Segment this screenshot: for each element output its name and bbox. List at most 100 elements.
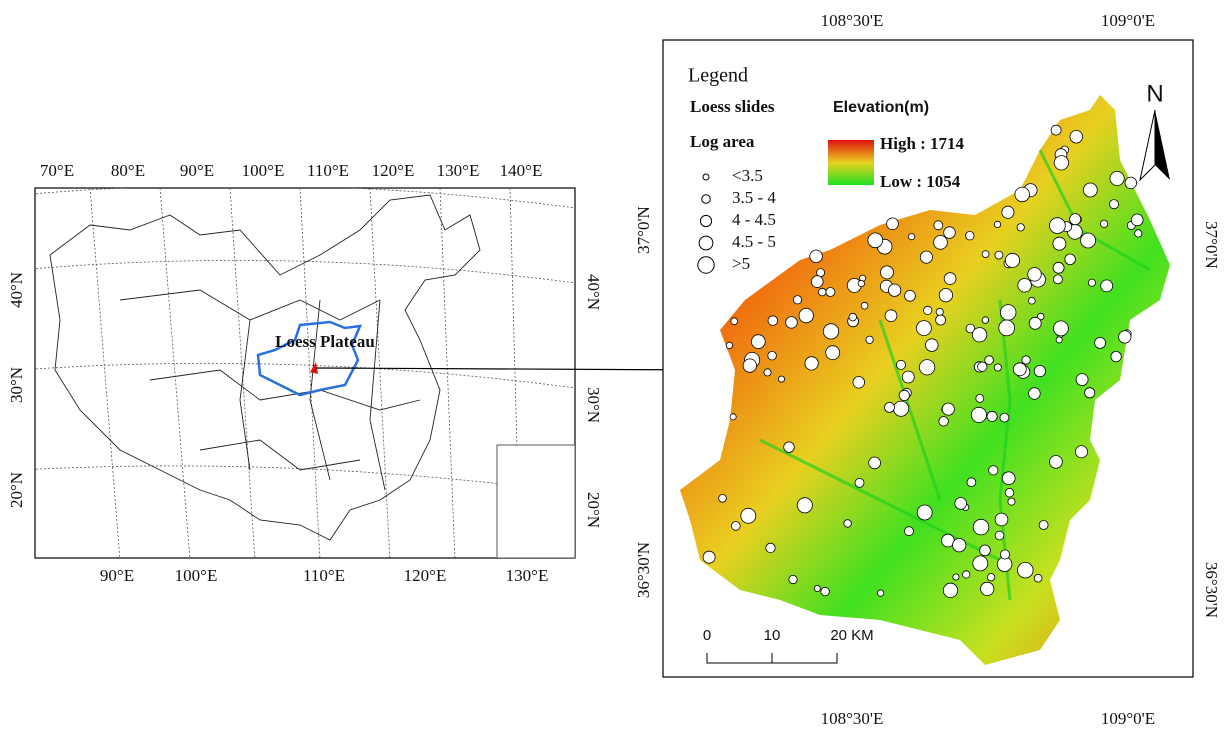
legend-title: Legend	[688, 65, 748, 87]
landslide	[868, 456, 881, 470]
landslide	[810, 275, 824, 288]
landslide	[822, 323, 840, 340]
lat-label: 40°N	[584, 274, 603, 310]
landslide	[848, 312, 857, 322]
landslide	[825, 287, 836, 297]
landslide	[916, 504, 933, 521]
landslide	[742, 358, 757, 373]
landslide	[765, 542, 776, 554]
landslide	[994, 530, 1005, 541]
landslide	[998, 319, 1015, 337]
landslide	[981, 250, 990, 259]
landslide	[767, 351, 777, 361]
landslide	[718, 493, 727, 503]
landslide	[1033, 573, 1043, 583]
lon-label: 100°E	[175, 566, 218, 585]
china-outline	[49, 194, 481, 541]
landslide	[804, 356, 819, 371]
lat-label: 36°30'N	[1202, 562, 1221, 618]
landslide	[1080, 232, 1096, 249]
landslide	[986, 410, 998, 422]
legend-symbol	[698, 235, 714, 251]
landslide	[1017, 562, 1034, 579]
landslide	[972, 555, 989, 572]
landslide	[898, 389, 910, 401]
landslide	[1109, 199, 1120, 210]
landslide	[970, 406, 987, 423]
landslide	[813, 585, 821, 593]
landslide	[916, 320, 932, 337]
landslide	[880, 265, 894, 280]
lon-label: 130°E	[437, 161, 480, 180]
north-arrow	[1139, 109, 1156, 182]
landslide	[994, 250, 1004, 260]
landslide	[1084, 387, 1096, 399]
landslide	[988, 465, 999, 476]
legend-slides-title: Loess slides	[690, 97, 775, 116]
landslide	[750, 334, 766, 349]
landslide	[904, 289, 916, 302]
arrow	[315, 363, 718, 376]
landslide	[933, 220, 944, 231]
landslide	[1100, 219, 1109, 228]
scale-label: 20 KM	[830, 627, 873, 644]
landslide	[1033, 364, 1047, 378]
landslide	[1001, 471, 1016, 486]
landslide	[972, 518, 990, 536]
landslide	[965, 230, 975, 241]
landslide	[986, 573, 996, 582]
landslide	[798, 307, 814, 324]
legend-symbol	[702, 173, 710, 181]
landslide	[938, 416, 949, 427]
landslide	[767, 315, 779, 326]
landslide	[1124, 176, 1138, 190]
landslide	[778, 375, 786, 383]
lat-label: 30°N	[7, 367, 26, 403]
landslide	[887, 283, 902, 297]
landslide	[980, 581, 995, 597]
north-label: N	[1146, 80, 1163, 107]
landslide	[935, 307, 944, 316]
landslide	[1027, 267, 1042, 282]
lon-label: 108°30'E	[821, 11, 884, 30]
landslide	[1036, 312, 1045, 321]
landslide	[702, 550, 716, 564]
landslide	[1028, 387, 1041, 400]
landslide	[1052, 261, 1065, 274]
landslide	[1028, 296, 1036, 305]
landslide	[1053, 320, 1069, 337]
landslide	[796, 497, 813, 514]
legend-symbol	[701, 194, 711, 204]
landslide	[809, 249, 823, 263]
lon-label: 109°0'E	[1101, 709, 1155, 728]
legend-size-label: 4.5 - 5	[732, 232, 776, 251]
lon-label: 100°E	[242, 161, 285, 180]
landslide	[918, 359, 936, 376]
landslide	[943, 272, 957, 285]
landslide	[1069, 213, 1082, 226]
loess-plateau-outline	[256, 320, 362, 397]
lon-label: 109°0'E	[1101, 11, 1155, 30]
landslide	[857, 279, 865, 288]
lon-label: 110°E	[307, 161, 349, 180]
landslide	[981, 316, 990, 324]
landslide	[962, 570, 971, 579]
landslide	[1053, 274, 1063, 285]
legend-symbol	[697, 256, 715, 274]
landslide	[925, 338, 939, 352]
landslide	[971, 327, 988, 343]
landslide	[941, 402, 955, 416]
landslide	[984, 355, 994, 365]
landslide	[792, 295, 803, 305]
landslide	[843, 519, 852, 528]
landslide	[938, 288, 954, 303]
landslide	[884, 309, 898, 323]
landslide	[852, 376, 866, 389]
landslide	[1100, 279, 1114, 293]
landslide	[1050, 124, 1062, 136]
lat-label: 30°N	[584, 387, 603, 423]
landslide	[763, 368, 772, 377]
landslide	[1094, 336, 1106, 349]
lat-label: 40°N	[7, 272, 26, 308]
landslide	[994, 512, 1009, 527]
